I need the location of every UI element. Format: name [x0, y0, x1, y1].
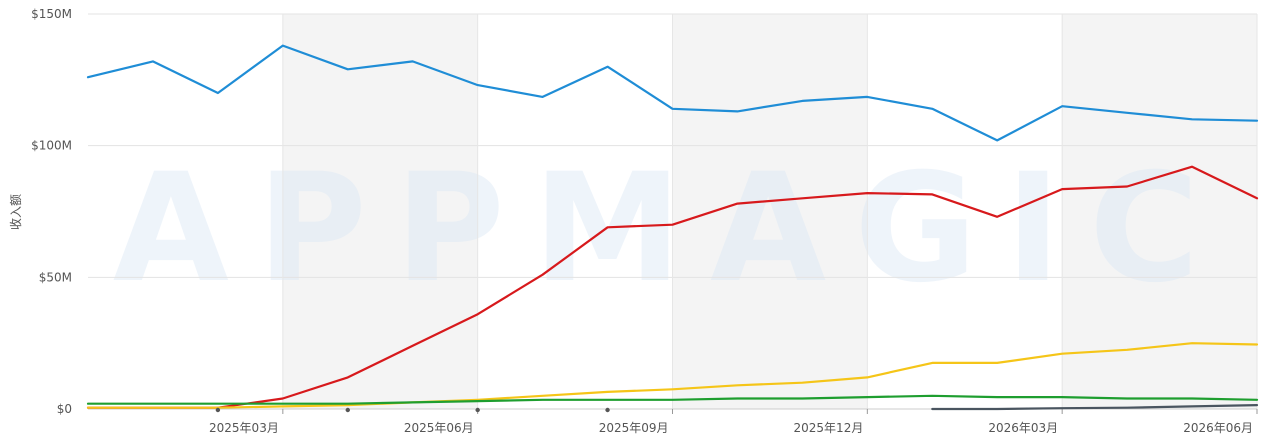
- x-tick-label-0: 2025年03月: [209, 421, 279, 435]
- series-lines: [86, 44, 1259, 411]
- shaded-bands: [282, 14, 1257, 409]
- series-line-0: [86, 44, 1259, 142]
- y-tick-label-3: $150M: [31, 7, 72, 21]
- x-tick-label-4: 2026年03月: [988, 421, 1058, 435]
- y-tick-label-0: $0: [57, 402, 72, 416]
- x-tick-label-5: 2026年06月: [1183, 421, 1253, 435]
- y-tick-label-2: $100M: [31, 139, 72, 153]
- event-marker-3: [605, 407, 610, 413]
- x-tick-label-1: 2025年06月: [404, 421, 474, 435]
- series-line-4: [931, 404, 1259, 411]
- series-line-1: [86, 165, 1259, 409]
- event-marker-1: [345, 407, 350, 413]
- series-line-2: [86, 342, 1259, 409]
- x-axis-markers: [215, 407, 610, 413]
- y-axis-title: 收入额: [9, 194, 23, 230]
- x-tick-label-3: 2025年12月: [794, 421, 864, 435]
- event-marker-0: [215, 407, 221, 413]
- shaded-band-0: [282, 14, 478, 409]
- x-tick-label-2: 2025年09月: [599, 421, 669, 435]
- x-tick-labels: 2025年03月 2025年06月 2025年09月 2025年12月 2026年03月…: [209, 409, 1258, 435]
- y-tick-labels: $0 $50M $100M $150M: [31, 7, 72, 416]
- y-tick-label-1: $50M: [39, 270, 72, 284]
- series-line-3: [86, 394, 1259, 405]
- shaded-band-1: [672, 14, 868, 409]
- event-marker-2: [475, 407, 480, 413]
- watermark: APPMAGIC: [113, 142, 1227, 316]
